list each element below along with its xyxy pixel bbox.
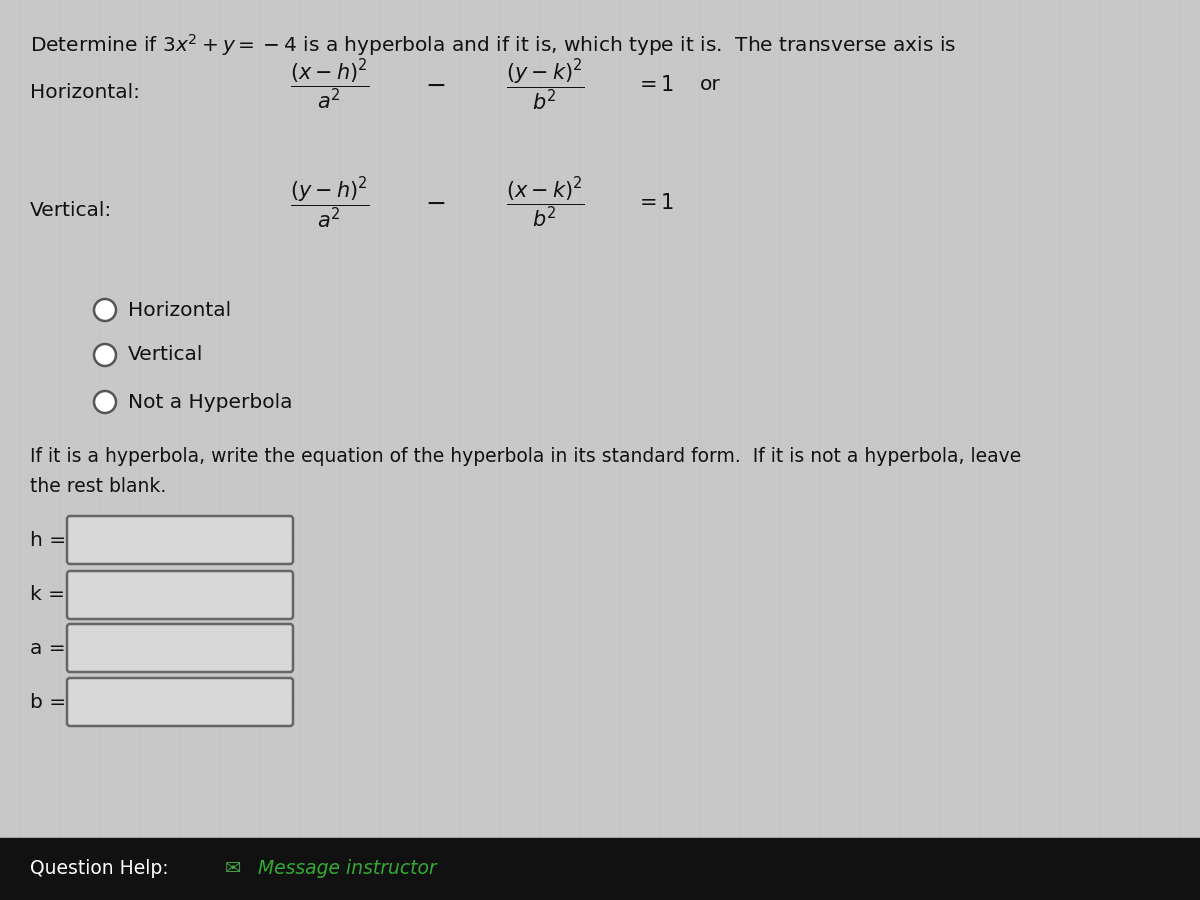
Text: Not a Hyperbola: Not a Hyperbola — [128, 392, 293, 411]
Text: $= 1$: $= 1$ — [635, 193, 674, 213]
Text: h =: h = — [30, 530, 66, 550]
Text: ✉: ✉ — [226, 860, 241, 878]
Text: Vertical:: Vertical: — [30, 201, 113, 220]
FancyBboxPatch shape — [67, 678, 293, 726]
FancyBboxPatch shape — [67, 516, 293, 564]
Circle shape — [94, 344, 116, 366]
Text: $-$: $-$ — [425, 191, 445, 215]
Circle shape — [94, 391, 116, 413]
Text: b =: b = — [30, 692, 66, 712]
Text: or: or — [700, 76, 721, 94]
Text: Horizontal:: Horizontal: — [30, 83, 140, 102]
FancyBboxPatch shape — [67, 624, 293, 672]
Text: $\dfrac{(y - k)^2}{b^2}$: $\dfrac{(y - k)^2}{b^2}$ — [505, 58, 584, 112]
Text: $\dfrac{(x - k)^2}{b^2}$: $\dfrac{(x - k)^2}{b^2}$ — [505, 176, 584, 230]
Text: Determine if $3x^2 + y = -4$ is a hyperbola and if it is, which type it is.  The: Determine if $3x^2 + y = -4$ is a hyperb… — [30, 32, 956, 58]
Text: a =: a = — [30, 638, 66, 658]
Bar — [0, 838, 1200, 900]
Text: Vertical: Vertical — [128, 346, 203, 365]
Text: $= 1$: $= 1$ — [635, 75, 674, 95]
Text: Message instructor: Message instructor — [258, 860, 437, 878]
Text: Question Help:: Question Help: — [30, 860, 169, 878]
Text: k =: k = — [30, 586, 65, 605]
FancyBboxPatch shape — [67, 571, 293, 619]
Circle shape — [94, 299, 116, 321]
Text: the rest blank.: the rest blank. — [30, 478, 167, 497]
Text: Horizontal: Horizontal — [128, 301, 232, 320]
Text: $\dfrac{(y - h)^2}{a^2}$: $\dfrac{(y - h)^2}{a^2}$ — [290, 176, 370, 230]
Text: If it is a hyperbola, write the equation of the hyperbola in its standard form. : If it is a hyperbola, write the equation… — [30, 447, 1021, 466]
Text: $-$: $-$ — [425, 73, 445, 97]
Text: $\dfrac{(x - h)^2}{a^2}$: $\dfrac{(x - h)^2}{a^2}$ — [290, 58, 370, 112]
